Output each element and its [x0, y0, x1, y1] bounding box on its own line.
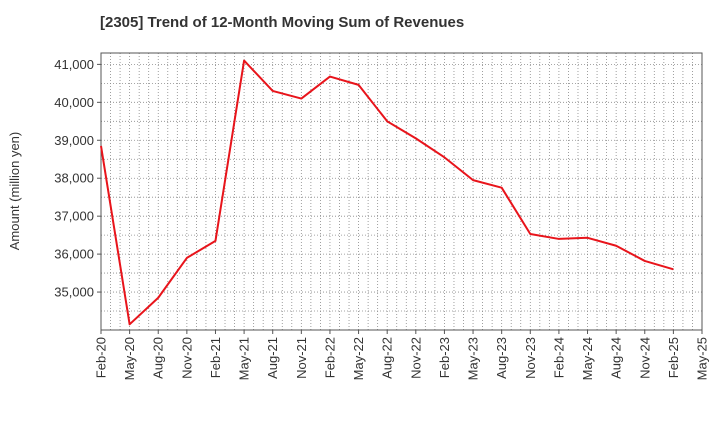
x-tick-label: May-20 — [122, 337, 137, 380]
x-tick-label: Nov-22 — [408, 337, 423, 379]
x-tick-label: May-24 — [580, 337, 595, 380]
x-tick-label: May-23 — [466, 337, 481, 380]
x-tick-label: Aug-24 — [609, 337, 624, 379]
x-tick-label: Aug-23 — [494, 337, 509, 379]
grid-lines — [101, 53, 702, 330]
x-tick-label: Aug-21 — [265, 337, 280, 379]
x-tick-label: Feb-20 — [94, 337, 109, 378]
y-tick-label: 40,000 — [54, 95, 94, 110]
chart-title: [2305] Trend of 12-Month Moving Sum of R… — [100, 14, 465, 31]
x-tick-label: Nov-20 — [179, 337, 194, 379]
x-tick-label: Aug-22 — [380, 337, 395, 379]
x-tick-label: Feb-22 — [322, 337, 337, 378]
y-tick-label: 41,000 — [54, 57, 94, 72]
x-tick-label: Feb-25 — [666, 337, 681, 378]
y-axis-label: Amount (million yen) — [7, 132, 22, 251]
y-tick-label: 39,000 — [54, 133, 94, 148]
series-layer — [100, 59, 674, 326]
y-tick-label: 38,000 — [54, 171, 94, 186]
x-tick-label: May-21 — [237, 337, 252, 380]
x-tick-label: Nov-23 — [523, 337, 538, 379]
y-tick-label: 37,000 — [54, 209, 94, 224]
series-line — [100, 59, 674, 326]
x-tick-label: Nov-24 — [637, 337, 652, 379]
x-tick-label: Feb-24 — [551, 337, 566, 378]
y-axis-ticks: 35,000 36,000 37,000 38,000 39,000 40,000 41,0… — [54, 57, 101, 300]
plot-frame — [100, 52, 703, 331]
x-tick-label: May-22 — [351, 337, 366, 380]
x-tick-label: Nov-21 — [294, 337, 309, 379]
x-tick-label: May-25 — [695, 337, 710, 380]
y-tick-label: 35,000 — [54, 285, 94, 300]
x-tick-label: Feb-23 — [437, 337, 452, 378]
x-tick-label: Aug-20 — [151, 337, 166, 379]
x-tick-label: Feb-21 — [208, 337, 223, 378]
y-tick-label: 36,000 — [54, 247, 94, 262]
x-axis-ticks: Feb-20 May-20 Aug-20 Nov-20 Feb-21 May-21 Aug-… — [94, 330, 710, 380]
